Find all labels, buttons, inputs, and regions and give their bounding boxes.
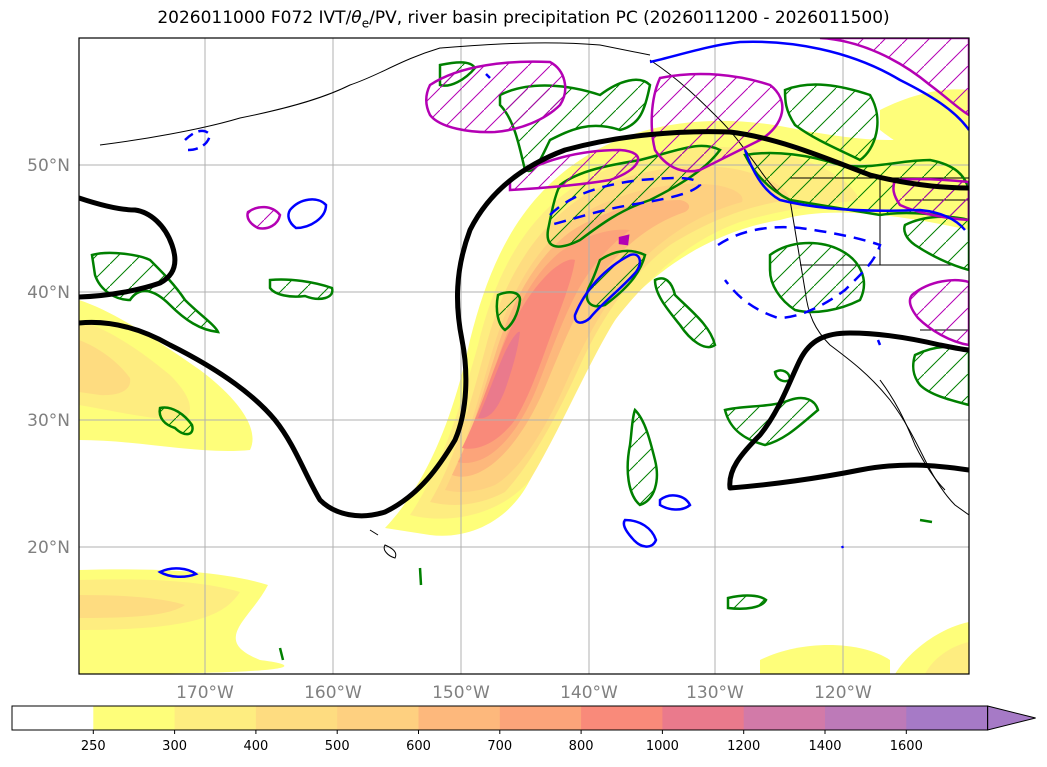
colorbar-tick-label: 700	[487, 739, 512, 754]
colorbar-tick-label: 500	[325, 739, 350, 754]
lat-labels: 50°N 40°N 30°N 20°N	[27, 156, 70, 558]
colorbar-tick-label: 1400	[808, 739, 841, 754]
theta-e-nw	[79, 195, 178, 300]
pv-pos-ne	[819, 38, 969, 117]
pv-neg-sw	[157, 567, 199, 578]
pv-neg-w	[287, 198, 328, 230]
colorbar-tick-label: 1000	[646, 739, 679, 754]
precip-s4	[726, 594, 768, 610]
lon-label-120w: 120°W	[814, 683, 872, 703]
colorbar-segment	[906, 706, 989, 730]
ivt-se-300	[925, 642, 969, 674]
colorbar-extension	[987, 705, 1036, 731]
pv-pos-n2	[650, 72, 784, 173]
lat-label-20: 20°N	[27, 538, 70, 558]
lat-label-40: 40°N	[27, 283, 70, 303]
ivt-sw-400	[79, 595, 185, 618]
hawaii	[369, 529, 397, 559]
colorbar-segment	[255, 706, 338, 730]
colorbar-segment	[581, 706, 663, 730]
pv-pos-n3	[508, 148, 640, 192]
colorbar-tick-label: 400	[243, 739, 268, 754]
theta-e-se	[727, 330, 969, 491]
precip-s2	[626, 407, 659, 507]
ivt-ne-250	[880, 89, 969, 180]
pv-neg-ne	[649, 40, 969, 131]
lon-label-140w: 140°W	[560, 683, 618, 703]
lon-label-130w: 130°W	[686, 683, 744, 703]
theta-e-contours	[79, 129, 969, 519]
colorbar-tick-label: 250	[81, 739, 106, 754]
chart-title: 2026011000 F072 IVT/θe/PV, river basin p…	[157, 8, 890, 31]
baja	[879, 379, 946, 491]
pv-neg-s1	[622, 518, 658, 548]
lat-label-30: 30°N	[27, 411, 70, 431]
pv-positive-contours	[246, 38, 969, 347]
pv-neg-dot	[485, 73, 882, 549]
precip-coast2	[783, 83, 879, 162]
pv-neg-coast	[743, 149, 966, 231]
lon-label-160w: 160°W	[304, 683, 362, 703]
ivt-plume-1000	[478, 331, 520, 419]
colorbar-segment	[825, 706, 907, 730]
pv-neg-s2	[658, 494, 692, 511]
precip-w3	[158, 406, 194, 436]
lon-labels: 170°W 160°W 150°W 140°W 130°W 120°W	[176, 683, 872, 703]
precip-mid3	[495, 291, 522, 332]
lat-label-50: 50°N	[27, 156, 70, 176]
ivt-s-250	[760, 645, 890, 674]
alaska-coast	[99, 42, 651, 146]
lon-label-170w: 170°W	[176, 683, 234, 703]
colorbar-tick-label: 1600	[890, 739, 923, 754]
colorbar-segment	[418, 706, 501, 730]
map-content	[79, 38, 969, 674]
map-frame	[78, 37, 970, 675]
colorbar-tick-label: 800	[569, 739, 594, 754]
ivt-west-400	[79, 340, 131, 396]
precip-s6	[278, 518, 933, 661]
pv-neg-mid	[573, 253, 642, 324]
pv-pos-e2	[908, 278, 969, 347]
colorbar-segment	[662, 706, 745, 730]
theta-e-main	[79, 129, 969, 519]
pv-pos-n1	[425, 60, 567, 134]
precip-mid2	[653, 277, 717, 349]
lon-label-150w: 150°W	[432, 683, 490, 703]
colorbar-segment	[499, 706, 582, 730]
pv-neg-nw	[184, 129, 212, 152]
pv-pos-w	[246, 205, 282, 230]
pv-neg-dash2	[717, 225, 882, 320]
colorbar-tick-label: 300	[162, 739, 187, 754]
colorbar-tick-label: 1200	[727, 739, 760, 754]
colorbar-segment	[174, 706, 257, 730]
colorbar-segment	[743, 706, 826, 730]
pv-pos-dot	[618, 234, 630, 246]
colorbar-segment	[12, 706, 94, 730]
precip-w2	[268, 278, 334, 300]
colorbar-tick-label: 600	[406, 739, 431, 754]
colorbar-segment	[93, 706, 176, 730]
pv-negative-contours	[157, 40, 969, 578]
precip-mid1	[585, 249, 647, 308]
precip-w1	[90, 251, 220, 334]
pv-neg-dash1	[549, 176, 702, 227]
colorbar: 250 300 400 500 600 700 800 1000 1200 1400 1600	[11, 705, 1036, 754]
colorbar-segment	[337, 706, 419, 730]
